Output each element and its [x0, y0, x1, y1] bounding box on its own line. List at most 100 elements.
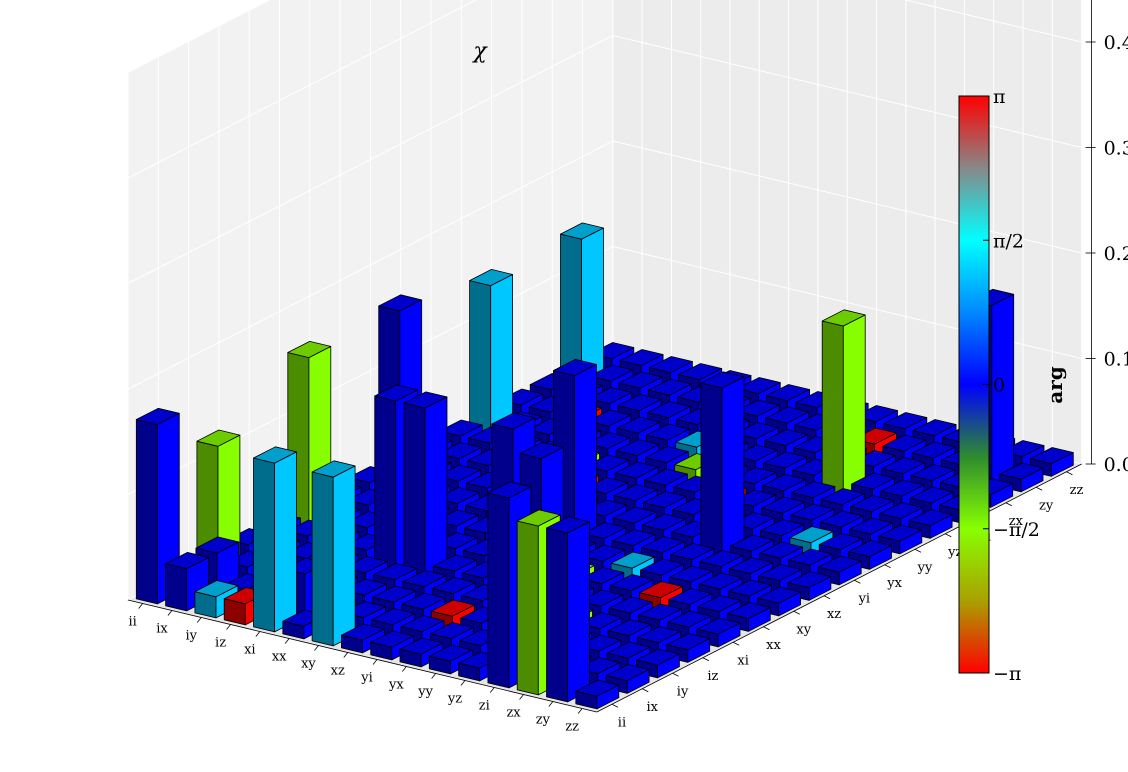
bar-face-side — [842, 314, 866, 496]
row-tick-label: ii — [128, 615, 136, 630]
bar-face-top — [619, 349, 664, 367]
bar-face-top — [469, 268, 513, 287]
col-tick-label: xy — [796, 622, 811, 637]
bar-yx-ii — [399, 637, 444, 668]
bar-face-top — [667, 610, 712, 628]
bar-face-top — [733, 444, 778, 462]
bar-face-side — [332, 465, 356, 647]
bar-face-top — [736, 377, 781, 395]
bar-face-top — [789, 526, 834, 544]
col-tick — [854, 579, 861, 584]
bar-face-side — [721, 376, 745, 558]
row-tick — [343, 652, 349, 658]
bar-face-side — [424, 396, 448, 578]
row-tick — [314, 645, 319, 651]
grid-line — [127, 0, 1082, 179]
row-tick — [489, 687, 495, 693]
colorbar-tick-label: π — [993, 86, 1006, 108]
bar-face-front — [487, 492, 510, 689]
bar-face-top — [999, 462, 1044, 480]
bar-face-top — [1029, 447, 1074, 465]
row-tick-label: zx — [506, 706, 521, 721]
bar-face-front — [253, 457, 276, 633]
bar-face-top — [560, 222, 604, 240]
col-tick-label: iy — [677, 684, 689, 699]
bar-face-top — [788, 548, 833, 566]
row-tick-label: yy — [417, 685, 433, 700]
bar-face-top — [516, 509, 561, 527]
bar-face-top — [400, 615, 445, 633]
bar-face-top — [697, 595, 742, 613]
col-tick — [945, 533, 952, 538]
bar-zz-ix — [605, 664, 650, 694]
bar-face-top — [612, 506, 657, 524]
bar-face-top — [642, 513, 686, 531]
bar-xz-xz — [553, 358, 597, 545]
bar-face-top — [641, 536, 685, 554]
row-tick-label: ix — [156, 622, 168, 637]
bar-face-top — [761, 496, 805, 514]
col-tick-label: ix — [647, 700, 659, 715]
bar-face-top — [429, 622, 474, 640]
bar-face-top — [727, 579, 772, 597]
bar-face-top — [734, 422, 779, 440]
bar-face-top — [580, 567, 625, 585]
bar-xx-xi — [403, 391, 448, 578]
bar-face-top — [649, 356, 693, 374]
bar-face-top — [431, 577, 476, 595]
row-tick — [460, 680, 466, 686]
row-tick-label: iy — [185, 629, 197, 644]
bar-face-top — [766, 384, 810, 402]
bar-face-top — [607, 619, 652, 637]
bar-face-top — [340, 623, 385, 641]
bar-face-top — [606, 641, 651, 659]
bar-face-top — [436, 464, 481, 482]
col-tick — [611, 703, 619, 708]
col-tick-label: zy — [1039, 498, 1054, 513]
bar-face-side — [490, 274, 513, 434]
axis-line-rows — [127, 599, 597, 713]
row-tick-label: yx — [388, 678, 404, 693]
bar-face-top — [696, 617, 741, 635]
bar-face-top — [758, 564, 802, 582]
bar-face-side — [274, 451, 297, 633]
axis-line-cols — [596, 463, 1082, 713]
bar-face-top — [553, 358, 597, 377]
bar-face-top — [430, 599, 475, 617]
row-tick-label: zy — [536, 713, 551, 728]
row-tick — [167, 610, 173, 616]
bar-face-top — [399, 637, 444, 655]
bar-face-top — [880, 479, 925, 497]
z-tick-label: 0.4 — [1104, 32, 1128, 54]
col-tick-label: xz — [827, 607, 841, 622]
row-tick-label: zi — [479, 699, 490, 714]
col-tick — [914, 548, 922, 553]
row-tick — [402, 666, 407, 672]
bar-face-front — [135, 419, 158, 605]
bar-face-top — [311, 460, 356, 478]
col-tick — [672, 672, 679, 677]
bar-face-top — [438, 419, 483, 437]
bar-face-top — [373, 563, 418, 581]
bar-face-top — [646, 423, 690, 441]
bar-face-top — [636, 648, 680, 666]
bar-face-top — [613, 484, 658, 502]
bar-face-top — [587, 409, 632, 427]
bar-face-top — [879, 502, 924, 520]
col-tick — [642, 688, 649, 693]
col-tick — [732, 641, 740, 646]
bar-face-top — [908, 509, 953, 527]
bar-face-top — [378, 294, 423, 312]
bar-face-front — [821, 320, 844, 496]
col-tick — [1005, 502, 1013, 507]
bar-face-top — [765, 406, 809, 424]
row-tick — [255, 631, 261, 637]
bar-face-top — [735, 399, 780, 417]
col-tick — [884, 564, 891, 569]
bar-face-top — [644, 468, 688, 486]
bar-face-top — [910, 464, 955, 482]
bar-face-top — [883, 412, 928, 430]
bar-face-top — [637, 626, 681, 644]
